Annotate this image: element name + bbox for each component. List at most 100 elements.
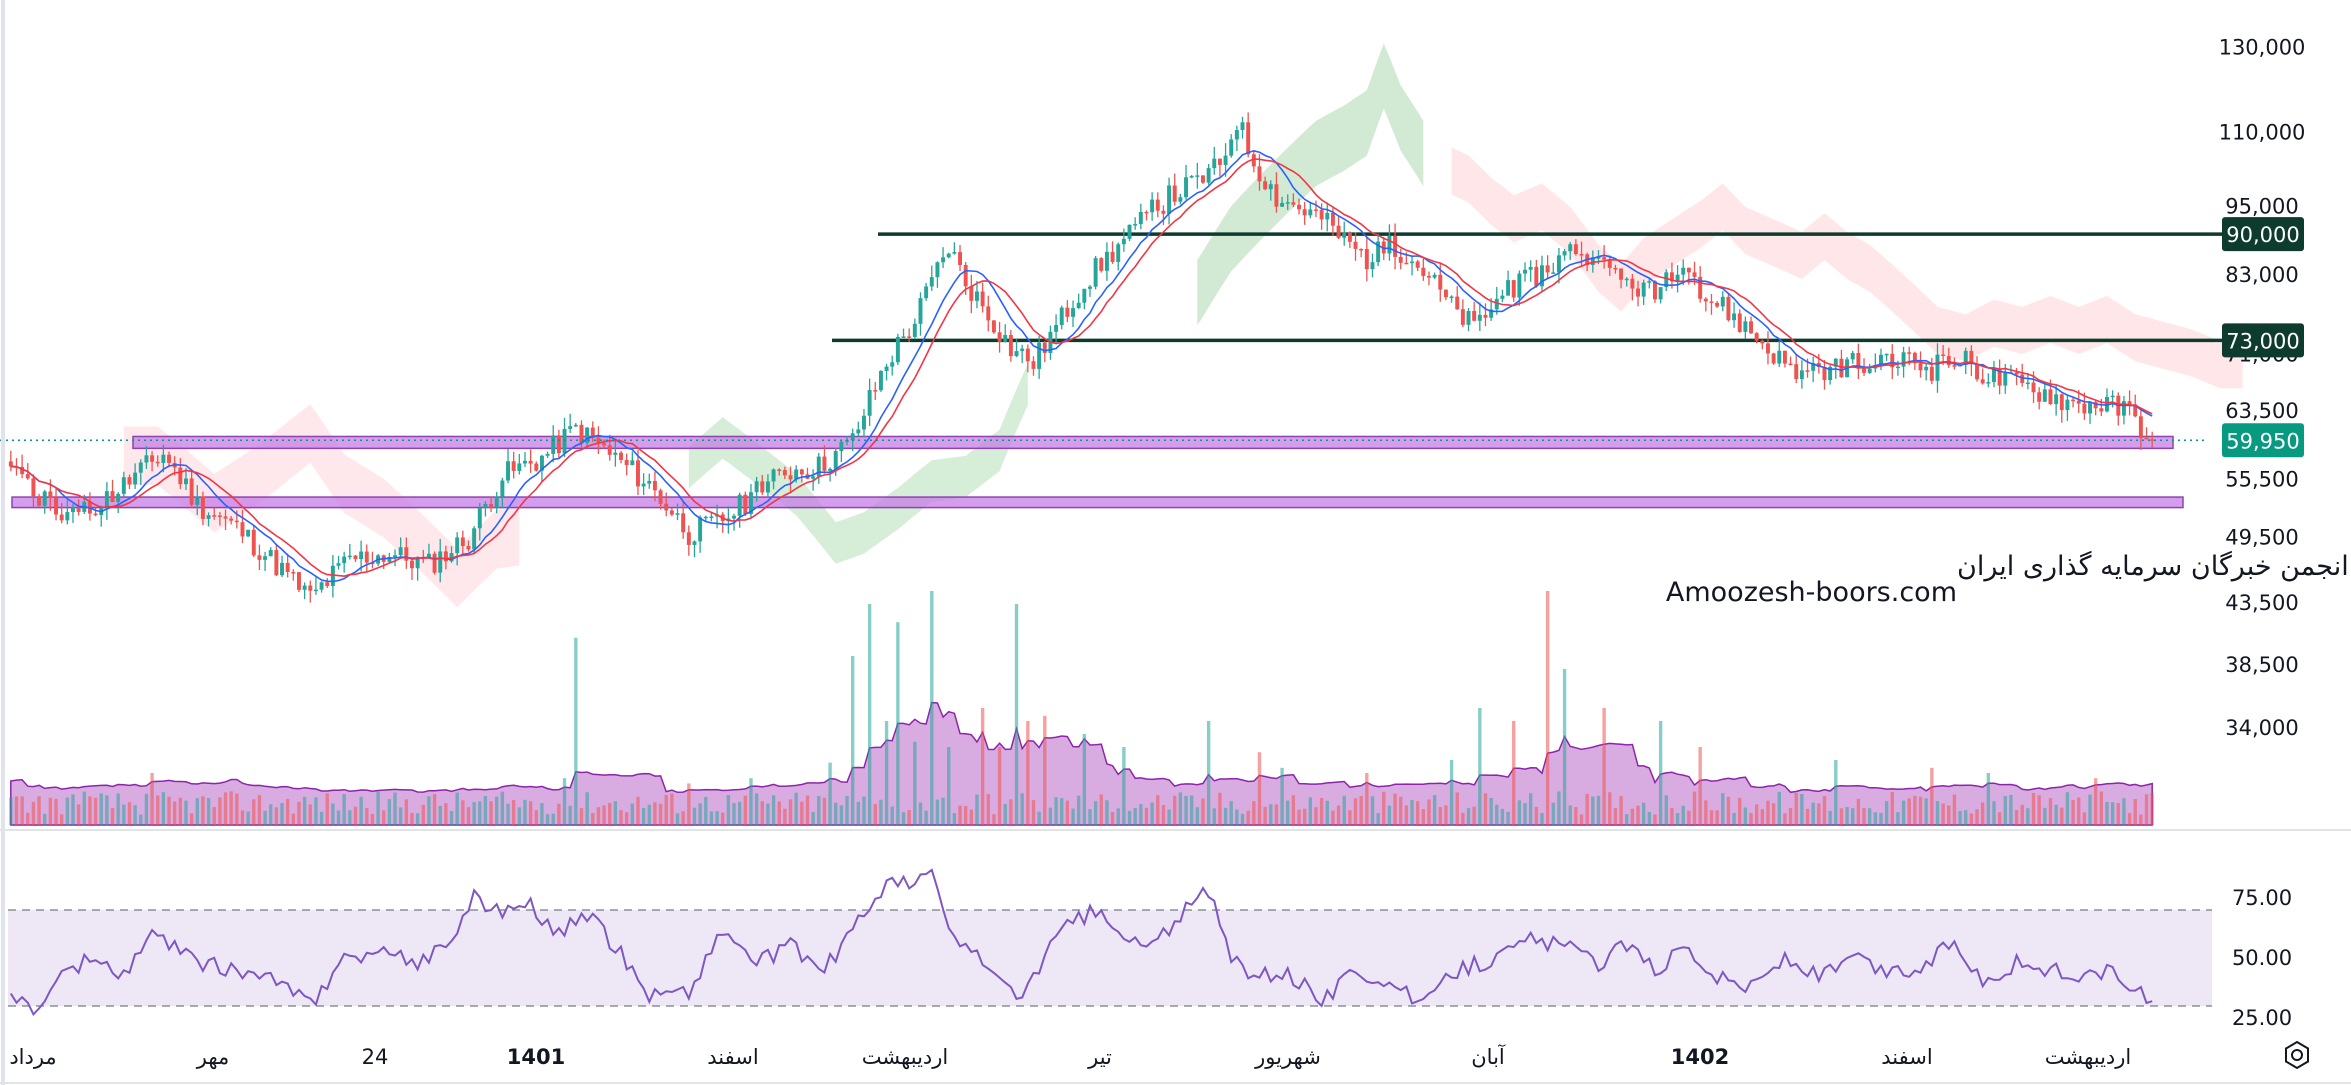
volume-bar [1178, 792, 1183, 825]
time-axis[interactable]: مرداد مهر 24 1401 اسفند اردیبهشت تیر شهریور آبان… [9, 1044, 2131, 1069]
volume-bar [99, 793, 103, 825]
price-axis[interactable]: 130,000110,00095,00083,00071,00063,50055… [2219, 36, 2306, 740]
candle-body [1150, 199, 1155, 213]
candle-body [1822, 367, 1827, 381]
volume-bar [1738, 797, 1742, 825]
volume-bar [2071, 799, 2075, 825]
volume-bar [1461, 812, 1465, 825]
candle-body [1924, 366, 1929, 371]
candle-body [1325, 212, 1330, 220]
candle-body [630, 460, 635, 466]
volume-bar [404, 799, 409, 825]
candle-body [556, 435, 561, 454]
volume-bar [1218, 792, 1222, 825]
volume-bar [579, 808, 584, 825]
candle-body [426, 553, 431, 558]
volume-bar [1851, 808, 1855, 825]
candle-body [1658, 287, 1663, 300]
candle-body [1189, 176, 1194, 178]
volume-bar [1331, 810, 1335, 825]
candle-body [144, 455, 149, 463]
volume-bar [952, 813, 957, 825]
cloud-band [123, 404, 520, 608]
volume-bar [1455, 792, 1459, 825]
price-tag [2222, 217, 2304, 252]
candle-body [2127, 401, 2132, 405]
volume-bar [1602, 708, 1606, 825]
volume-bar [2043, 807, 2047, 825]
candle-body [856, 429, 861, 434]
volume-bar [1359, 796, 1363, 825]
volume-bar [1732, 812, 1736, 825]
price-tag-label: 73,000 [2226, 329, 2299, 353]
volume-bar [438, 805, 442, 825]
candle-body [1862, 368, 1867, 373]
volume-bar [172, 801, 177, 825]
volume-bar [1687, 810, 1691, 825]
price-tick-label: 110,000 [2219, 120, 2306, 144]
support-zone [132, 435, 2174, 450]
volume-bar [1562, 669, 1567, 825]
candle-body [1500, 295, 1505, 299]
candle-body [2110, 395, 2115, 398]
volume-bar [1319, 798, 1324, 825]
candle-body [619, 452, 624, 460]
price-tick-label: 34,000 [2225, 716, 2298, 740]
volume-bar [1534, 806, 1539, 825]
price-tick-label: 63,500 [2225, 399, 2298, 423]
volume-bar [613, 801, 618, 825]
candle-body [1020, 348, 1025, 352]
candle-body [528, 460, 533, 464]
volume-bar [110, 808, 115, 825]
volume-bar [161, 792, 166, 825]
time-tick-label: آبان [1471, 1044, 1506, 1069]
price-tag-label: 90,000 [2226, 223, 2299, 247]
candle-body [748, 492, 753, 514]
candle-body [1698, 276, 1703, 299]
volume-bar [257, 795, 262, 825]
volume-bar [1048, 807, 1053, 825]
volume-bar [732, 803, 736, 825]
volume-bar [856, 801, 861, 825]
candle-body [1539, 265, 1544, 287]
candle-body [1737, 313, 1742, 332]
settings-icon[interactable] [2285, 1040, 2309, 1070]
cloud-band [1451, 147, 2243, 389]
candle-body [1636, 288, 1641, 297]
candle-body [296, 572, 301, 590]
candle-body [1703, 298, 1708, 302]
candle-body [890, 362, 895, 367]
volume-bar [896, 622, 900, 825]
volume-bar [1574, 807, 1578, 825]
candle-body [1223, 155, 1228, 165]
volume-bar [1675, 813, 1680, 825]
volume-bar [1557, 791, 1561, 825]
volume-bar [2105, 801, 2109, 825]
volume-bar [2122, 798, 2126, 825]
candle-body [1421, 267, 1426, 276]
volume-bar [1184, 795, 1188, 825]
price-tag [2222, 423, 2304, 458]
volume-bar [1591, 796, 1595, 825]
candle-body [1489, 309, 1494, 318]
volume-bar [478, 801, 482, 825]
candle-body [1828, 366, 1833, 381]
candle-body [1901, 352, 1906, 367]
volume-bar [1438, 807, 1442, 825]
candle-body [777, 469, 782, 471]
candle-body [568, 426, 573, 429]
support-zones [11, 435, 2184, 509]
resistance-lines [832, 232, 2222, 343]
volume-bar [1884, 801, 1889, 825]
candle-body [2054, 394, 2059, 405]
candle-body [963, 264, 968, 287]
price-tags: 90,000 73,000 59,950 [2222, 217, 2304, 458]
volume-bar [308, 804, 312, 825]
candle-body [302, 585, 307, 590]
volume-bar [1325, 800, 1329, 825]
candle-body [1765, 343, 1770, 354]
volume-bar [280, 803, 284, 825]
volume-bar [1540, 812, 1544, 825]
volume-bar [1986, 773, 1991, 825]
